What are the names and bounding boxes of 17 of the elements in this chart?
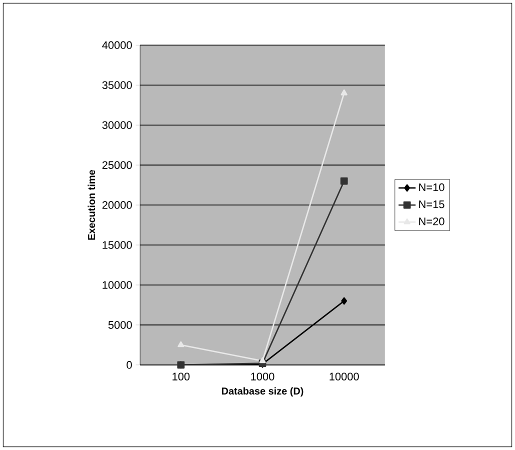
y-tick-label: 5000	[108, 321, 132, 329]
y-tick-label: 30000	[102, 121, 132, 129]
x-tick-label: 10000	[330, 372, 359, 380]
y-axis-title: Execution time	[88, 170, 96, 240]
y-tick-label: 25000	[102, 161, 132, 169]
legend-label: N=10	[419, 183, 444, 192]
y-tick-label: 15000	[102, 241, 132, 249]
legend-label: N=15	[419, 200, 444, 208]
y-tick-label: 20000	[102, 201, 132, 209]
y-tick-label: 0	[126, 361, 132, 369]
x-tick-label: 1000	[251, 372, 274, 380]
y-tick-label: 10000	[102, 281, 132, 289]
y-tick-label: 35000	[102, 81, 132, 89]
legend-label: N=20	[419, 218, 444, 226]
x-axis-title: Database size (D)	[222, 387, 304, 397]
y-tick-label: 40000	[102, 41, 132, 50]
x-tick-label: 100	[172, 372, 190, 380]
